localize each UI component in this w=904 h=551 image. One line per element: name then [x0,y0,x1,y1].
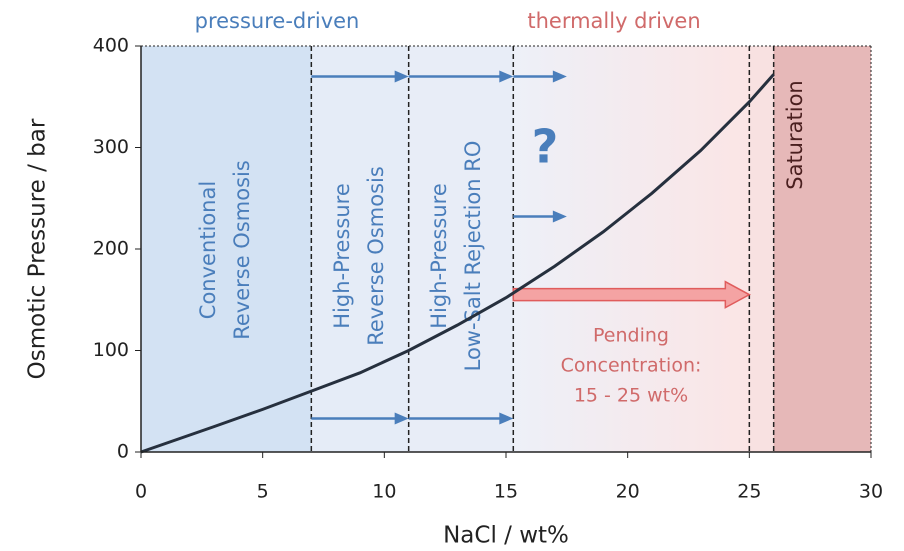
region-label: Conventional [196,181,220,319]
pending-label: Pending [593,325,669,347]
arrow [408,70,514,83]
arrow-head [499,412,514,425]
y-tick-label: 300 [93,136,129,158]
region-label: Reverse Osmosis [364,166,388,346]
region-label: High-Pressure [427,183,451,329]
region [141,46,312,452]
arrow-head [394,70,409,83]
region [408,46,514,452]
y-tick-label: 400 [93,35,129,57]
y-axis-label: Osmotic Pressure / bar [25,118,51,379]
arrow-head [552,210,567,223]
region [773,46,871,452]
x-tick-label: 5 [257,481,269,503]
arrow [311,412,409,425]
top-label: pressure-driven [195,9,360,33]
y-tick-label: 0 [117,441,129,463]
x-tick-label: 0 [135,481,147,503]
region-label: Reverse Osmosis [230,160,254,340]
x-tick-label: 25 [737,481,761,503]
arrow-head [394,412,409,425]
x-tick-label: 30 [859,481,883,503]
arrow [513,210,567,223]
x-tick-label: 10 [372,481,396,503]
y-tick-label: 100 [93,339,129,361]
top-label: thermally driven [527,9,700,33]
x-tick-label: 15 [494,481,518,503]
arrow [311,70,409,83]
arrow [408,412,514,425]
arrow [513,70,567,83]
region-label: High-Pressure [330,183,354,329]
pending-label: Concentration: [561,355,702,377]
x-axis-label: NaCl / wt% [443,523,569,549]
region-label: Low-Salt Rejection RO [461,141,485,372]
y-tick-label: 200 [93,238,129,260]
region [513,46,750,452]
region [311,46,409,452]
pending-label: 15 - 25 wt% [574,385,688,407]
arrow-head [552,70,567,83]
big-arrow [512,280,751,309]
x-tick-label: 20 [616,481,640,503]
question-mark: ? [532,120,559,174]
region-label: Saturation [783,80,807,189]
region [749,46,774,452]
line [140,73,775,454]
arrow-head [499,70,514,83]
